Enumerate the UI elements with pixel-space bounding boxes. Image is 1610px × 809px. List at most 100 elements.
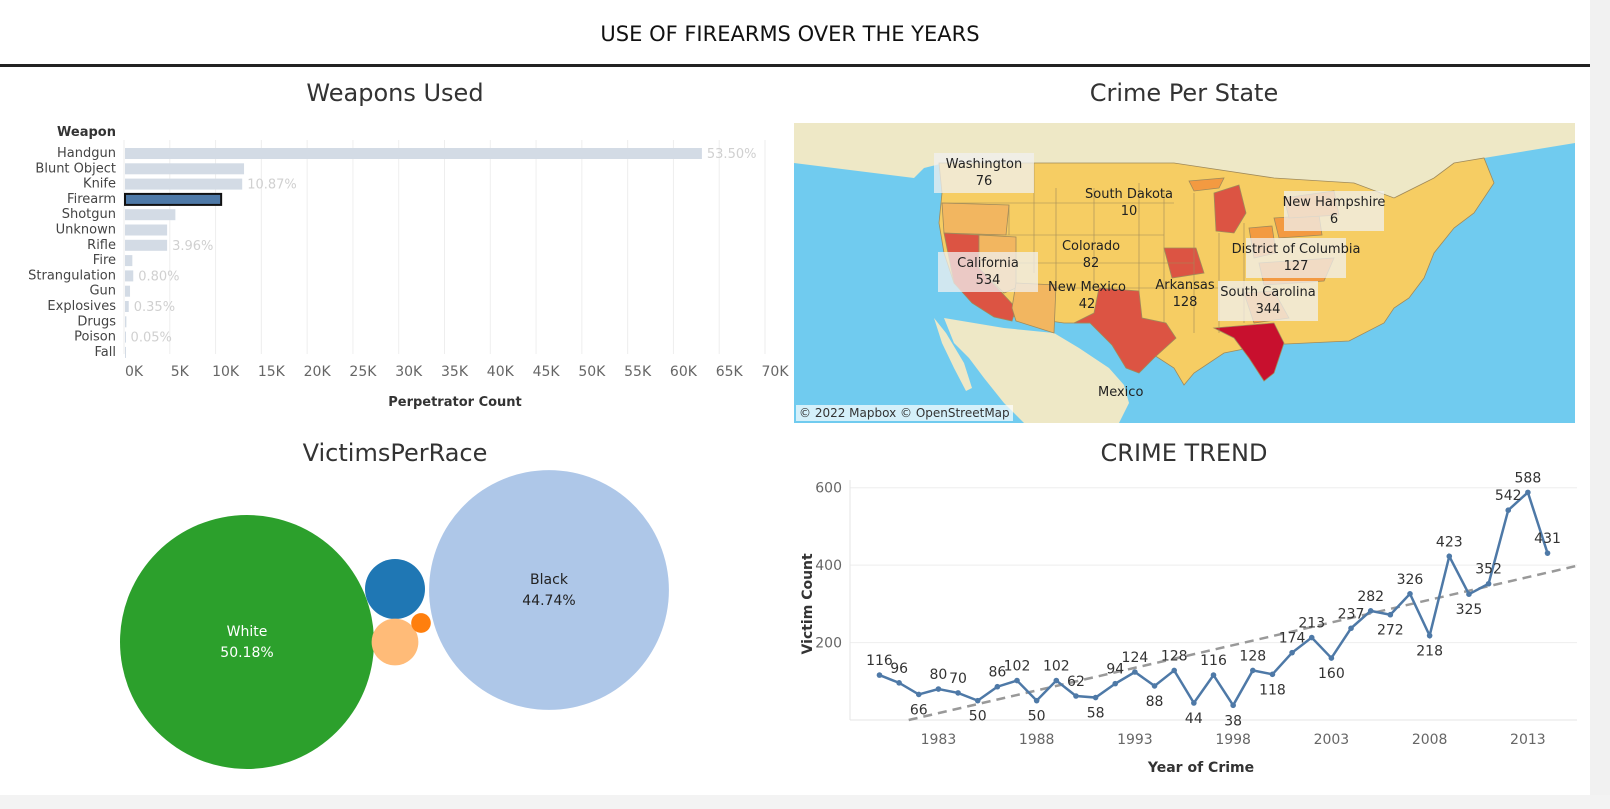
data-point[interactable] [1191,700,1197,706]
victims-race-bubble-chart[interactable]: White 50.18% Black 44.74% [0,470,790,790]
data-point[interactable] [1092,694,1099,701]
state-value-label: 82 [1083,256,1100,271]
data-point[interactable] [1505,507,1512,513]
data-point-label: 50 [969,709,987,725]
bar[interactable] [125,239,168,251]
y-tick-label: 400 [815,558,842,574]
data-point[interactable] [1466,591,1472,597]
data-point[interactable] [955,690,961,696]
bar[interactable] [125,301,129,312]
data-point[interactable] [1407,591,1413,597]
x-tick-label: 0K [125,364,144,380]
category-label: Explosives [47,299,116,314]
dashboard: USE OF FIREARMS OVER THE YEARS Weapons U… [0,0,1590,795]
bar[interactable] [125,209,176,221]
bar[interactable] [125,148,702,159]
state-florida[interactable] [1212,322,1285,382]
bar[interactable] [125,346,126,358]
crime-per-state-map[interactable]: Mexico Washington 76 South Dakota 10 New Ham… [794,123,1575,423]
data-point[interactable] [974,697,981,704]
data-point[interactable] [1328,655,1335,661]
dashboard-header: USE OF FIREARMS OVER THE YEARS [0,0,1590,67]
race-bubble[interactable] [429,470,669,710]
race-bubble[interactable] [120,515,374,769]
mexico-land [944,318,1129,423]
data-point[interactable] [1210,672,1217,678]
y-tick-label: 600 [815,481,842,497]
data-point-label: 272 [1377,623,1404,639]
data-point[interactable] [1053,677,1060,684]
data-point-label: 58 [1087,706,1105,722]
race-bubble[interactable] [365,559,425,619]
vertical-scrollbar[interactable] [1590,0,1610,795]
data-point[interactable] [915,691,922,698]
map-attribution[interactable]: © 2022 Mapbox © OpenStreetMap [796,405,1013,421]
data-point[interactable] [1073,693,1079,699]
data-point[interactable] [896,680,902,686]
data-point-label: 118 [1259,682,1286,698]
bar[interactable] [125,163,245,175]
state-value-label: 42 [1079,297,1096,312]
state-value-label: 127 [1284,259,1309,274]
data-point-label: 80 [930,667,948,683]
data-point[interactable] [1289,649,1295,656]
bar-data-label: 10.87% [247,178,297,193]
bar[interactable] [125,270,134,282]
state-arizona[interactable] [1011,282,1057,334]
bar[interactable] [125,255,133,267]
data-point[interactable] [1033,697,1040,704]
state-michigan-up[interactable] [1188,177,1225,192]
data-point[interactable] [1230,702,1236,709]
x-tick-label: 2013 [1510,732,1546,748]
data-point[interactable] [1426,632,1433,639]
data-point[interactable] [1151,683,1158,689]
data-point[interactable] [1367,608,1374,614]
data-point[interactable] [935,686,942,692]
data-point[interactable] [1387,611,1394,618]
data-point[interactable] [1446,553,1453,560]
category-label: Strangulation [28,268,116,283]
data-point[interactable] [876,672,883,678]
crime-trend-line-chart[interactable]: 200 400 600 1983 1988 1993 1998 2003 2008 2013 Yea… [794,472,1584,792]
bar[interactable] [125,316,127,328]
state-value-label: 76 [976,174,993,189]
x-axis-title: Year of Crime [1147,760,1254,776]
category-label: Handgun [57,146,116,161]
data-point[interactable] [1112,680,1119,687]
state-label-background [938,252,1038,292]
bar[interactable] [125,285,131,297]
map-land [794,123,1575,423]
data-point[interactable] [1269,671,1276,678]
data-point[interactable] [1525,489,1531,496]
bar[interactable] [125,331,126,343]
x-tick-label: 60K [670,364,698,380]
data-point-label: 174 [1279,631,1306,647]
data-point[interactable] [1485,580,1492,587]
data-point[interactable] [1348,625,1354,632]
bar[interactable] [125,178,243,190]
race-bubble[interactable] [411,613,431,633]
state-label-background [934,153,1034,193]
x-tick-label: 25K [349,364,377,380]
data-point[interactable] [1171,667,1178,674]
data-point[interactable] [1544,550,1551,556]
data-point-label: 352 [1475,562,1502,578]
x-tick-label: 5K [171,364,190,380]
race-bubble[interactable] [371,618,419,666]
data-point[interactable] [1132,669,1138,675]
state-value-label: 344 [1256,302,1281,317]
state-michigan[interactable] [1213,184,1247,234]
data-point[interactable] [1249,667,1256,674]
y-tick-label: 200 [815,636,842,652]
bar[interactable] [124,192,223,206]
data-point[interactable] [1308,634,1315,641]
weapons-bar-chart[interactable]: 0K 5K 10K 15K 20K 25K 30K 35K 40K 45K 50K 55K 60K 65K… [0,118,790,418]
data-point[interactable] [1014,677,1020,684]
state-texas[interactable] [1073,287,1177,374]
data-point-label: 237 [1338,606,1365,622]
map-canvas[interactable]: Mexico Washington 76 South Dakota 10 New Ham… [794,123,1575,423]
state-oregon[interactable] [941,202,1010,236]
category-label: Fall [95,345,116,360]
bar[interactable] [125,224,168,236]
data-point[interactable] [994,683,1001,690]
